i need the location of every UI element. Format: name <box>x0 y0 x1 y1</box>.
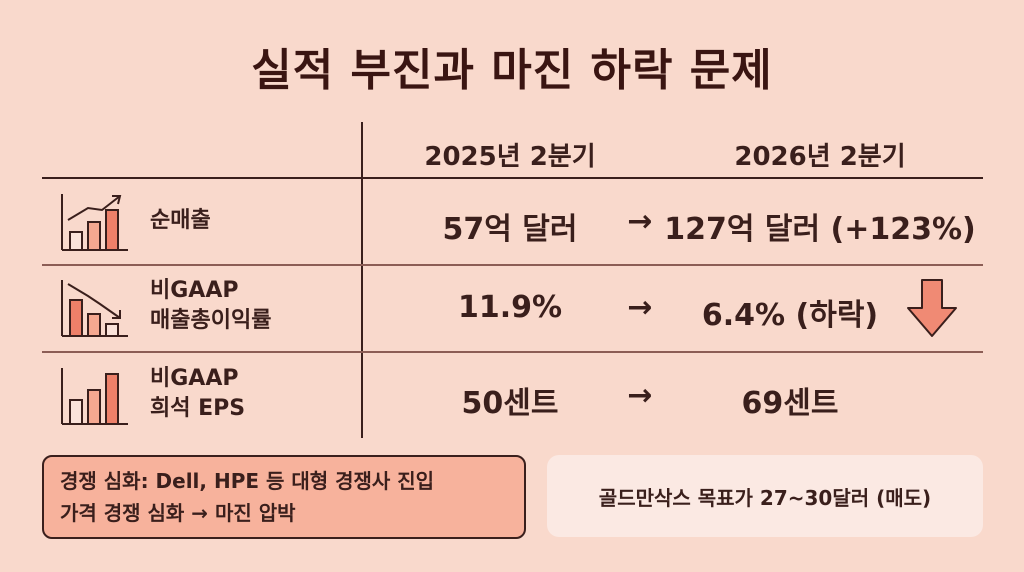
down-arrow-icon <box>907 279 957 337</box>
row-divider <box>42 351 983 353</box>
price-target-note-box: 골드만삭스 목표가 27~30달러 (매도) <box>547 455 983 537</box>
row-label-line: 비GAAP <box>150 278 239 303</box>
row-label-line: 희석 EPS <box>150 396 246 421</box>
arrow-right-icon: → <box>627 378 653 413</box>
row-label-line: 매출총이익률 <box>150 308 272 333</box>
column-header-2025-q2: 2025년 2분기 <box>424 142 596 172</box>
competition-note-line: 경쟁 심화: Dell, HPE 등 대형 경쟁사 진입 <box>60 469 435 493</box>
table-header-divider <box>42 177 983 179</box>
eps-2025: 50센트 <box>461 386 559 421</box>
arrow-right-icon: → <box>627 290 653 325</box>
row-label-net-sales: 순매출 <box>150 208 211 233</box>
bar-chart-rising-icon <box>61 194 128 251</box>
gross-margin-2025: 11.9% <box>457 290 563 325</box>
bar-chart-growth-icon <box>61 368 128 425</box>
bar-chart-falling-icon <box>61 280 128 337</box>
page-title: 실적 부진과 마진 하락 문제 <box>251 45 773 96</box>
column-header-2026-q2: 2026년 2분기 <box>734 142 906 172</box>
row-label-diluted-eps: 비GAAP 희석 EPS <box>150 364 245 424</box>
arrow-right-icon: → <box>627 204 653 239</box>
competition-note-line: 가격 경쟁 심화 → 마진 압박 <box>60 501 296 525</box>
row-label-line: 비GAAP <box>150 366 239 391</box>
net-sales-2026: 127억 달러 (+123%) <box>664 212 976 247</box>
gross-margin-2026: 6.4% (하락) <box>701 298 879 333</box>
competition-note-box: 경쟁 심화: Dell, HPE 등 대형 경쟁사 진입 가격 경쟁 심화 → … <box>42 455 526 539</box>
eps-2026: 69센트 <box>741 386 839 421</box>
net-sales-2025: 57억 달러 <box>442 212 578 247</box>
row-divider <box>42 264 983 266</box>
row-label-gross-margin: 비GAAP 매출총이익률 <box>150 276 271 336</box>
table-column-divider <box>361 122 363 438</box>
